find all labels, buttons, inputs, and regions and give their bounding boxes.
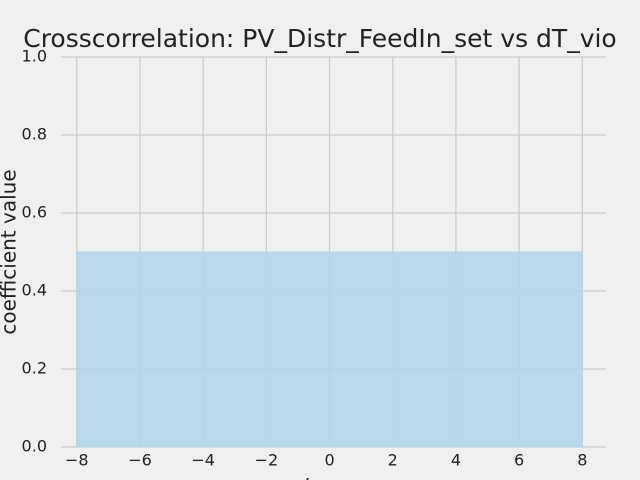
y-tick-label: 1.0 xyxy=(22,47,47,66)
chart-title: Crosscorrelation: PV_Distr_FeedIn_set vs… xyxy=(23,24,616,53)
x-tick-label: 2 xyxy=(388,451,398,470)
x-tick-label: 6 xyxy=(514,451,524,470)
x-tick-label: 4 xyxy=(451,451,461,470)
x-tick-label: −2 xyxy=(255,451,279,470)
y-tick-label: 0.4 xyxy=(22,281,47,300)
x-axis-label: lag xyxy=(305,475,336,480)
x-tick-label: 8 xyxy=(577,451,587,470)
y-tick-label: 0.2 xyxy=(22,359,47,378)
x-tick-label: −6 xyxy=(128,451,152,470)
y-axis-label: coefficient value xyxy=(0,169,21,334)
y-tick-label: 0.6 xyxy=(22,203,47,222)
x-tick-label: 0 xyxy=(324,451,334,470)
area xyxy=(76,251,583,448)
x-tick-label: −4 xyxy=(191,451,215,470)
x-tick-label: −8 xyxy=(65,451,89,470)
y-tick-label: 0.0 xyxy=(22,437,47,456)
y-tick-label: 0.8 xyxy=(22,125,47,144)
